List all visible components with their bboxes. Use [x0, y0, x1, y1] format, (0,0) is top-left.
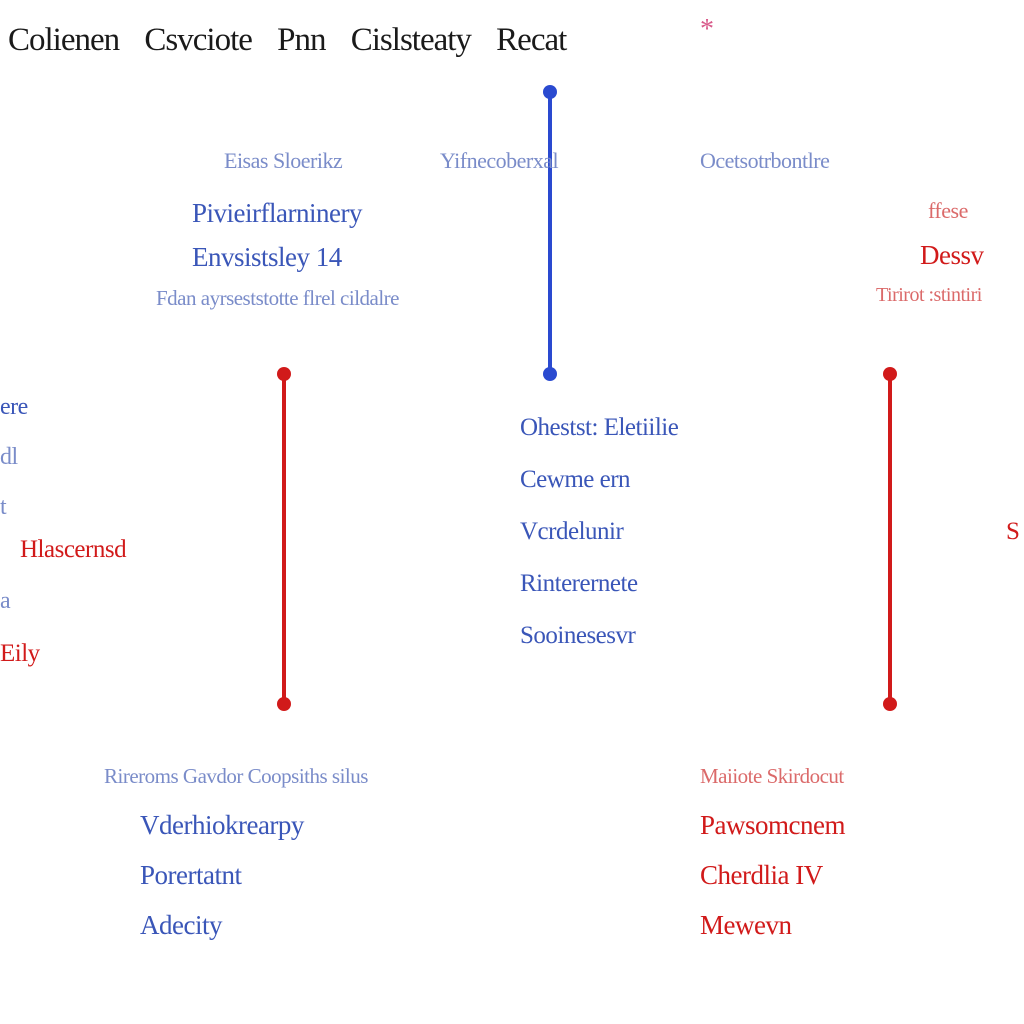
label-19: Sooinesesvr — [520, 622, 635, 650]
label-18: Rinterernete — [520, 570, 638, 598]
label-15: Ohestst: Eletiilie — [520, 414, 678, 442]
label-0: Eisas Sloerikz — [224, 148, 342, 174]
label-23: Porertatnt — [140, 860, 241, 891]
label-20: S — [1006, 518, 1019, 546]
label-13: a — [0, 588, 10, 615]
label-14: Eily — [0, 640, 40, 668]
label-5: Fdan ayrseststotte flrel cildalre — [156, 286, 399, 311]
label-7: Dessv — [920, 240, 984, 271]
label-24: Adecity — [140, 910, 222, 941]
label-3: Pivieirflarninery — [192, 198, 362, 229]
label-10: dl — [0, 444, 18, 471]
label-1: Yifnecoberxal — [440, 148, 558, 174]
label-9: ere — [0, 394, 28, 421]
label-21: Rireroms Gavdor Coopsiths silus — [104, 764, 368, 789]
label-11: t — [0, 494, 6, 521]
label-27: Cherdlia IV — [700, 860, 823, 891]
label-12: Hlascernsd — [20, 536, 126, 564]
label-25: Maiiote Skirdocut — [700, 764, 844, 789]
label-22: Vderhiokrearpy — [140, 810, 304, 841]
label-4: Envsistsley 14 — [192, 242, 342, 273]
label-16: Cewme ern — [520, 466, 630, 494]
label-17: Vcrdelunir — [520, 518, 623, 546]
label-2: Ocetsotrbontlre — [700, 148, 829, 174]
label-26: Pawsomcnem — [700, 810, 845, 841]
label-28: Mewevn — [700, 910, 791, 941]
label-8: Tirirot :stintiri — [876, 284, 982, 307]
label-6: ffese — [928, 198, 968, 224]
